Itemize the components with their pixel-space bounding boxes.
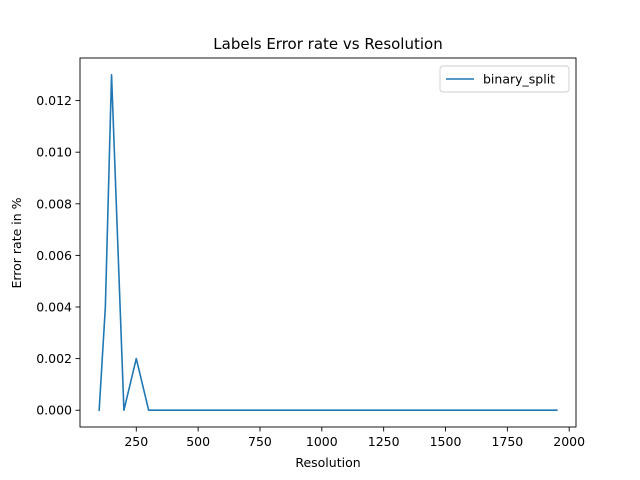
x-tick-label: 1000 <box>306 434 338 449</box>
y-tick-label: 0.008 <box>36 196 72 211</box>
y-tick-label: 0.006 <box>36 248 72 263</box>
y-axis-title: Error rate in % <box>9 197 24 288</box>
y-tick-label: 0.004 <box>36 300 72 315</box>
y-axis-ticks: 0.000 0.002 0.004 0.006 0.008 0.010 0.012 <box>36 93 80 418</box>
axes-frame <box>79 57 577 428</box>
y-tick-label: 0.002 <box>36 351 72 366</box>
x-tick-label: 750 <box>248 434 272 449</box>
series-line-binary_split <box>98 73 558 412</box>
chart-title: Labels Error rate vs Resolution <box>213 35 442 53</box>
y-tick-label: 0.000 <box>36 403 72 418</box>
x-tick-label: 500 <box>186 434 210 449</box>
x-tick-label: 1750 <box>491 434 523 449</box>
x-tick-label: 250 <box>124 434 148 449</box>
legend-box <box>439 65 570 93</box>
legend: binary_split <box>439 65 570 93</box>
x-tick-label: 2000 <box>553 434 585 449</box>
legend-label-binary_split: binary_split <box>483 72 555 87</box>
x-axis-title: Resolution <box>295 455 360 470</box>
x-tick-label: 1250 <box>368 434 400 449</box>
plot-area <box>79 57 577 428</box>
x-axis-ticks: 250 500 750 1000 1250 1500 1750 2000 <box>124 427 585 449</box>
y-tick-label: 0.010 <box>36 145 72 160</box>
x-tick-label: 1500 <box>430 434 462 449</box>
y-tick-label: 0.012 <box>36 93 72 108</box>
